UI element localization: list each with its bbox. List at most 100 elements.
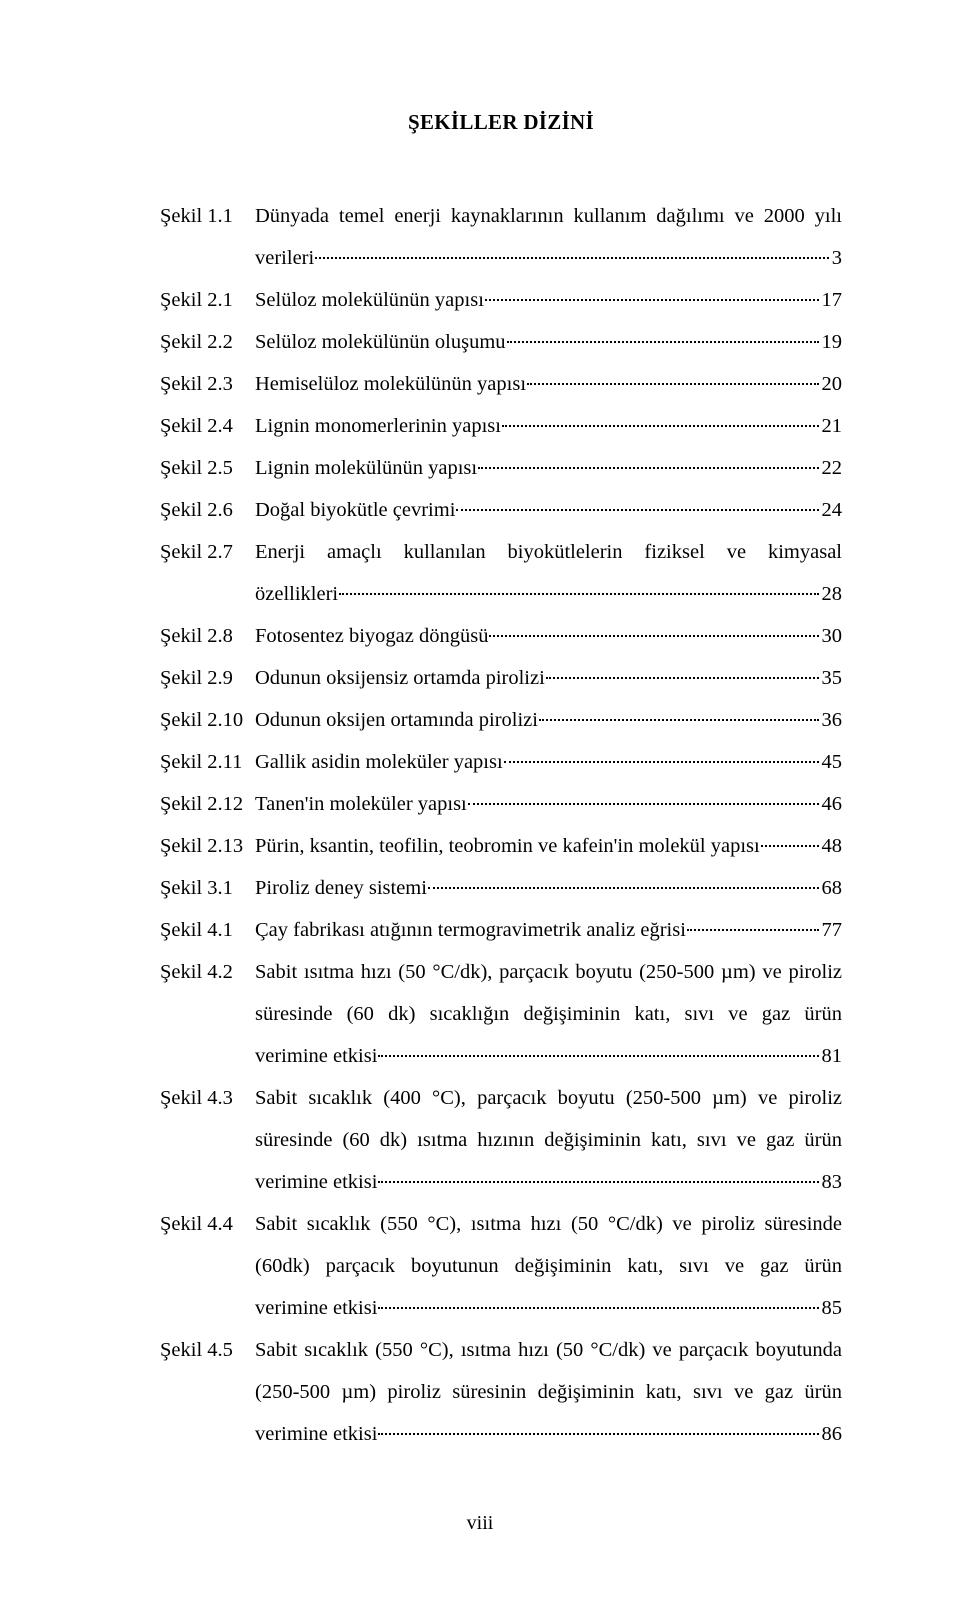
figure-entry: Şekil 2.7Enerji amaçlı kullanılan biyokü… [160, 531, 842, 573]
leader-dots [502, 424, 819, 427]
figure-page-number: 20 [822, 363, 843, 405]
figure-description-last: verimine etkisi83 [160, 1161, 842, 1203]
figure-label: Şekil 2.11 [160, 741, 255, 783]
figure-entry: Şekil 2.5Lignin molekülünün yapısı22 [160, 447, 842, 489]
leader-dots [468, 802, 819, 805]
figure-page-number: 45 [822, 741, 843, 783]
figure-entry: Şekil 2.4Lignin monomerlerinin yapısı21 [160, 405, 842, 447]
figure-label: Şekil 2.10 [160, 699, 255, 741]
figure-entry: Şekil 2.12Tanen'in moleküler yapısı46 [160, 783, 842, 825]
figure-label: Şekil 4.1 [160, 909, 255, 951]
figure-description-last: verimine etkisi85 [160, 1287, 842, 1329]
figure-description: Dünyada temel enerji kaynaklarının kulla… [255, 195, 842, 237]
figure-label: Şekil 2.3 [160, 363, 255, 405]
page-title: ŞEKİLLER DİZİNİ [160, 110, 842, 135]
leader-dots [378, 1306, 818, 1309]
figure-description: Gallik asidin moleküler yapısı45 [255, 741, 842, 783]
figure-description: Odunun oksijen ortamında pirolizi36 [255, 699, 842, 741]
figure-description-cont: süresinde (60 dk) ısıtma hızının değişim… [160, 1119, 842, 1161]
figure-entry: Şekil 2.13Pürin, ksantin, teofilin, teob… [160, 825, 842, 867]
figure-label: Şekil 2.5 [160, 447, 255, 489]
leader-dots [378, 1054, 818, 1057]
leader-dots [687, 928, 819, 931]
figure-page-number: 17 [822, 279, 843, 321]
figure-description-cont: (250-500 µm) piroliz süresinin değişimin… [160, 1371, 842, 1413]
figure-entry: Şekil 1.1Dünyada temel enerji kaynakları… [160, 195, 842, 237]
figure-description: Odunun oksijensiz ortamda pirolizi35 [255, 657, 842, 699]
document-page: ŞEKİLLER DİZİNİ Şekil 1.1Dünyada temel e… [0, 0, 960, 1599]
figure-entry: Şekil 2.1Selüloz molekülünün yapısı17 [160, 279, 842, 321]
figure-entry: Şekil 2.6Doğal biyokütle çevrimi24 [160, 489, 842, 531]
figure-page-number: 83 [822, 1161, 843, 1203]
figure-label: Şekil 2.2 [160, 321, 255, 363]
leader-dots [478, 466, 818, 469]
figure-entry: Şekil 2.3Hemiselüloz molekülünün yapısı2… [160, 363, 842, 405]
figure-description-last: verimine etkisi81 [160, 1035, 842, 1077]
figure-description: Hemiselüloz molekülünün yapısı20 [255, 363, 842, 405]
figure-page-number: 3 [832, 237, 842, 279]
leader-dots [339, 592, 818, 595]
figure-entry: Şekil 4.4Sabit sıcaklık (550 °C), ısıtma… [160, 1203, 842, 1245]
figure-label: Şekil 2.8 [160, 615, 255, 657]
leader-dots [378, 1180, 818, 1183]
leader-dots [485, 298, 819, 301]
page-number-footer: viii [0, 1512, 960, 1535]
figure-page-number: 24 [822, 489, 843, 531]
figure-entry: Şekil 2.2Selüloz molekülünün oluşumu19 [160, 321, 842, 363]
leader-dots [504, 760, 819, 763]
figure-entry: Şekil 4.2Sabit ısıtma hızı (50 °C/dk), p… [160, 951, 842, 993]
figure-label: Şekil 4.5 [160, 1329, 255, 1371]
figure-description: Lignin monomerlerinin yapısı21 [255, 405, 842, 447]
figure-description: Sabit ısıtma hızı (50 °C/dk), parçacık b… [255, 951, 842, 993]
figure-label: Şekil 2.12 [160, 783, 255, 825]
figure-description: Sabit sıcaklık (550 °C), ısıtma hızı (50… [255, 1329, 842, 1371]
figure-label: Şekil 1.1 [160, 195, 255, 237]
leader-dots [428, 886, 819, 889]
figure-label: Şekil 2.6 [160, 489, 255, 531]
figure-page-number: 48 [822, 825, 843, 867]
figure-page-number: 35 [822, 657, 843, 699]
figure-label: Şekil 2.4 [160, 405, 255, 447]
figure-description-last: özellikleri28 [160, 573, 842, 615]
figure-description: Selüloz molekülünün oluşumu19 [255, 321, 842, 363]
leader-dots [456, 508, 818, 511]
figure-list: Şekil 1.1Dünyada temel enerji kaynakları… [160, 195, 842, 1455]
figure-entry: Şekil 2.8Fotosentez biyogaz döngüsü30 [160, 615, 842, 657]
figure-description: Sabit sıcaklık (550 °C), ısıtma hızı (50… [255, 1203, 842, 1245]
figure-entry: Şekil 4.3Sabit sıcaklık (400 °C), parçac… [160, 1077, 842, 1119]
figure-entry: Şekil 3.1Piroliz deney sistemi68 [160, 867, 842, 909]
figure-page-number: 77 [822, 909, 843, 951]
figure-description: Sabit sıcaklık (400 °C), parçacık boyutu… [255, 1077, 842, 1119]
figure-page-number: 86 [822, 1413, 843, 1455]
leader-dots [315, 256, 829, 259]
figure-entry: Şekil 2.11Gallik asidin moleküler yapısı… [160, 741, 842, 783]
figure-description-cont: (60dk) parçacık boyutunun değişiminin ka… [160, 1245, 842, 1287]
figure-label: Şekil 2.13 [160, 825, 255, 867]
figure-description: Pürin, ksantin, teofilin, teobromin ve k… [255, 825, 842, 867]
figure-label: Şekil 3.1 [160, 867, 255, 909]
figure-description: Çay fabrikası atığının termogravimetrik … [255, 909, 842, 951]
figure-description: Doğal biyokütle çevrimi24 [255, 489, 842, 531]
figure-page-number: 21 [822, 405, 843, 447]
figure-label: Şekil 2.7 [160, 531, 255, 573]
figure-description-last: verileri3 [160, 237, 842, 279]
figure-page-number: 36 [822, 699, 843, 741]
figure-description: Fotosentez biyogaz döngüsü30 [255, 615, 842, 657]
figure-label: Şekil 4.4 [160, 1203, 255, 1245]
figure-page-number: 68 [822, 867, 843, 909]
figure-label: Şekil 2.1 [160, 279, 255, 321]
figure-description: Tanen'in moleküler yapısı46 [255, 783, 842, 825]
figure-page-number: 22 [822, 447, 843, 489]
leader-dots [489, 634, 818, 637]
figure-label: Şekil 2.9 [160, 657, 255, 699]
figure-entry: Şekil 4.5Sabit sıcaklık (550 °C), ısıtma… [160, 1329, 842, 1371]
figure-entry: Şekil 4.1Çay fabrikası atığının termogra… [160, 909, 842, 951]
figure-entry: Şekil 2.10Odunun oksijen ortamında pirol… [160, 699, 842, 741]
figure-page-number: 28 [822, 573, 843, 615]
figure-description: Lignin molekülünün yapısı22 [255, 447, 842, 489]
leader-dots [507, 340, 819, 343]
figure-page-number: 19 [822, 321, 843, 363]
leader-dots [527, 382, 818, 385]
figure-description: Selüloz molekülünün yapısı17 [255, 279, 842, 321]
figure-entry: Şekil 2.9Odunun oksijensiz ortamda pirol… [160, 657, 842, 699]
